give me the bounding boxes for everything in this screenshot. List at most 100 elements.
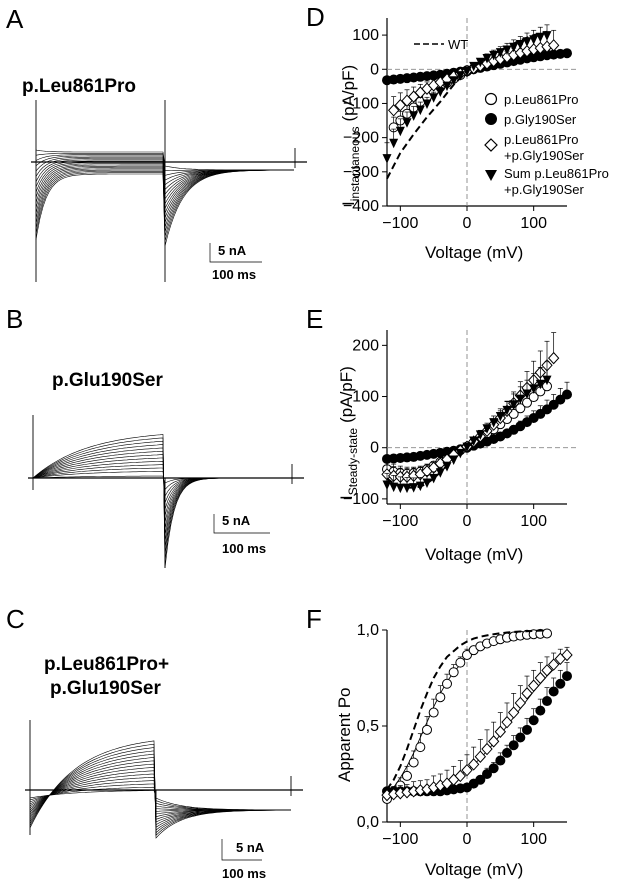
- svg-text:ISteady-state(pA/pF): ISteady-state (pA/pF): [337, 366, 360, 500]
- legend-d: p.Leu861Pro p.Gly190Ser p.Leu861Pro +p.G…: [484, 92, 609, 197]
- axes-d: [386, 18, 567, 207]
- chart-f: F Apparent Po −100 0 100 1,0 0,5 0,0 Voltage …: [306, 604, 573, 879]
- data-point: [415, 742, 426, 753]
- data-point: [449, 76, 459, 86]
- data-point: [542, 696, 552, 707]
- data-point: [487, 735, 500, 748]
- current-trace: [33, 477, 291, 484]
- data-point: [542, 31, 552, 41]
- wt-line: [386, 30, 548, 180]
- current-traces-b: [28, 415, 304, 569]
- y-tick-label: −100: [343, 491, 379, 508]
- panel-c-title-line1: p.Leu861Pro+: [44, 654, 169, 675]
- legend-label-leu861pro: p.Leu861Pro: [504, 92, 578, 107]
- x-tick-label: −100: [382, 215, 418, 232]
- chart-e: E ISteady-state (pA/pF) −100 0 1002001000−1…: [306, 304, 577, 564]
- data-point: [542, 404, 552, 415]
- data-point: [514, 696, 527, 710]
- current-traces-c: [25, 720, 303, 839]
- data-point: [475, 57, 485, 68]
- x-tick-label: 0: [463, 215, 472, 232]
- data-point: [402, 118, 412, 128]
- ylabel-e-main: I: [337, 495, 356, 500]
- data-point: [508, 740, 519, 751]
- plot-area-d: −100 0 100 100 0 −100 −200 −300 −400: [343, 18, 577, 232]
- current-trace: [29, 740, 291, 839]
- plot-area-e: −100 0 100 200 100 0 −100: [343, 330, 577, 530]
- y-tick-label: 1,0: [357, 622, 379, 639]
- wt-line: [386, 629, 548, 790]
- scale-label-current-a: 5 nA: [218, 243, 247, 258]
- panel-letter-c: C: [6, 604, 25, 634]
- x-tick-label: 0: [463, 831, 472, 848]
- data-point: [548, 686, 559, 697]
- xlabel-d: Voltage (mV): [425, 243, 523, 262]
- data-point: [422, 724, 432, 735]
- data-point: [502, 747, 512, 758]
- data-point: [548, 399, 559, 410]
- data-point: [422, 99, 432, 109]
- data-point: [547, 658, 560, 671]
- data-point: [408, 757, 419, 768]
- data-point: [522, 724, 532, 735]
- panel-letter-a: A: [6, 4, 24, 34]
- ylabel-e-sub: Steady-state: [346, 428, 360, 496]
- y-tick-label: 0: [370, 61, 379, 78]
- data-point: [535, 408, 546, 419]
- legend-marker-combined: [484, 138, 498, 152]
- current-trace: [32, 440, 291, 555]
- y-tick-label: −400: [343, 198, 379, 215]
- xlabel-f: Voltage (mV): [425, 860, 523, 879]
- ylabel-f: Apparent Po: [335, 687, 354, 782]
- panel-letter-f: F: [306, 604, 322, 634]
- svg-text:Iinstantaneous(pA/pF): Iinstantaneous (pA/pF): [339, 65, 362, 206]
- data-point: [435, 87, 445, 97]
- scale-bar-c: 5 nA 100 ms: [221, 839, 266, 881]
- y-tick-label: 200: [352, 337, 379, 354]
- ylabel-e-unit: (pA/pF): [337, 366, 356, 423]
- scale-label-time-b: 100 ms: [222, 541, 266, 556]
- data-point: [521, 687, 533, 700]
- data-point: [534, 671, 547, 685]
- ylabel-d-main: I: [339, 201, 358, 206]
- data-point: [562, 671, 572, 682]
- data-point: [461, 763, 473, 777]
- series-2: [381, 646, 573, 802]
- scale-bar-b: 5 nA 100 ms: [213, 513, 270, 556]
- panel-a-title: p.Leu861Pro: [22, 76, 136, 97]
- wt-legend-label: WT: [448, 37, 468, 52]
- ylabel-d: Iinstantaneous (pA/pF): [339, 65, 362, 206]
- panel-letter-e: E: [306, 304, 323, 334]
- current-trace: [32, 454, 291, 529]
- wt-line: [386, 378, 548, 489]
- current-traces-a: [31, 100, 307, 282]
- data-point: [541, 664, 553, 677]
- data-point: [527, 679, 540, 692]
- scale-label-current-b: 5 nA: [222, 513, 251, 528]
- data-point: [474, 750, 487, 763]
- data-point: [528, 715, 539, 726]
- ylabel-f-main: Apparent Po: [335, 687, 354, 782]
- current-trace: [35, 169, 294, 247]
- data-point: [561, 648, 573, 662]
- data-point: [387, 104, 400, 117]
- scale-label-time-c: 100 ms: [222, 866, 266, 881]
- data-point: [529, 35, 539, 45]
- data-point: [507, 706, 520, 719]
- panel-letter-b: B: [6, 304, 23, 334]
- panel-b: B p.Glu190Ser 5 nA 100 ms: [6, 304, 304, 569]
- panel-c-title-line2: p.Glu190Ser: [50, 678, 161, 699]
- data-point: [462, 649, 472, 660]
- data-point: [415, 105, 425, 116]
- y-tick-label: −200: [343, 130, 379, 147]
- current-trace: [29, 783, 291, 811]
- data-point: [542, 628, 552, 639]
- data-point: [448, 667, 459, 678]
- data-point: [501, 715, 513, 729]
- legend-label-sum-l2: +p.Gly190Ser: [504, 182, 585, 197]
- chart-d: D Iinstantaneous(pA/pF) −100 0 1001000−100…: [306, 2, 609, 262]
- current-trace: [29, 760, 291, 823]
- data-point: [402, 770, 412, 781]
- panel-c: C p.Leu861Pro+ p.Glu190Ser 5 nA 100 ms: [6, 604, 303, 881]
